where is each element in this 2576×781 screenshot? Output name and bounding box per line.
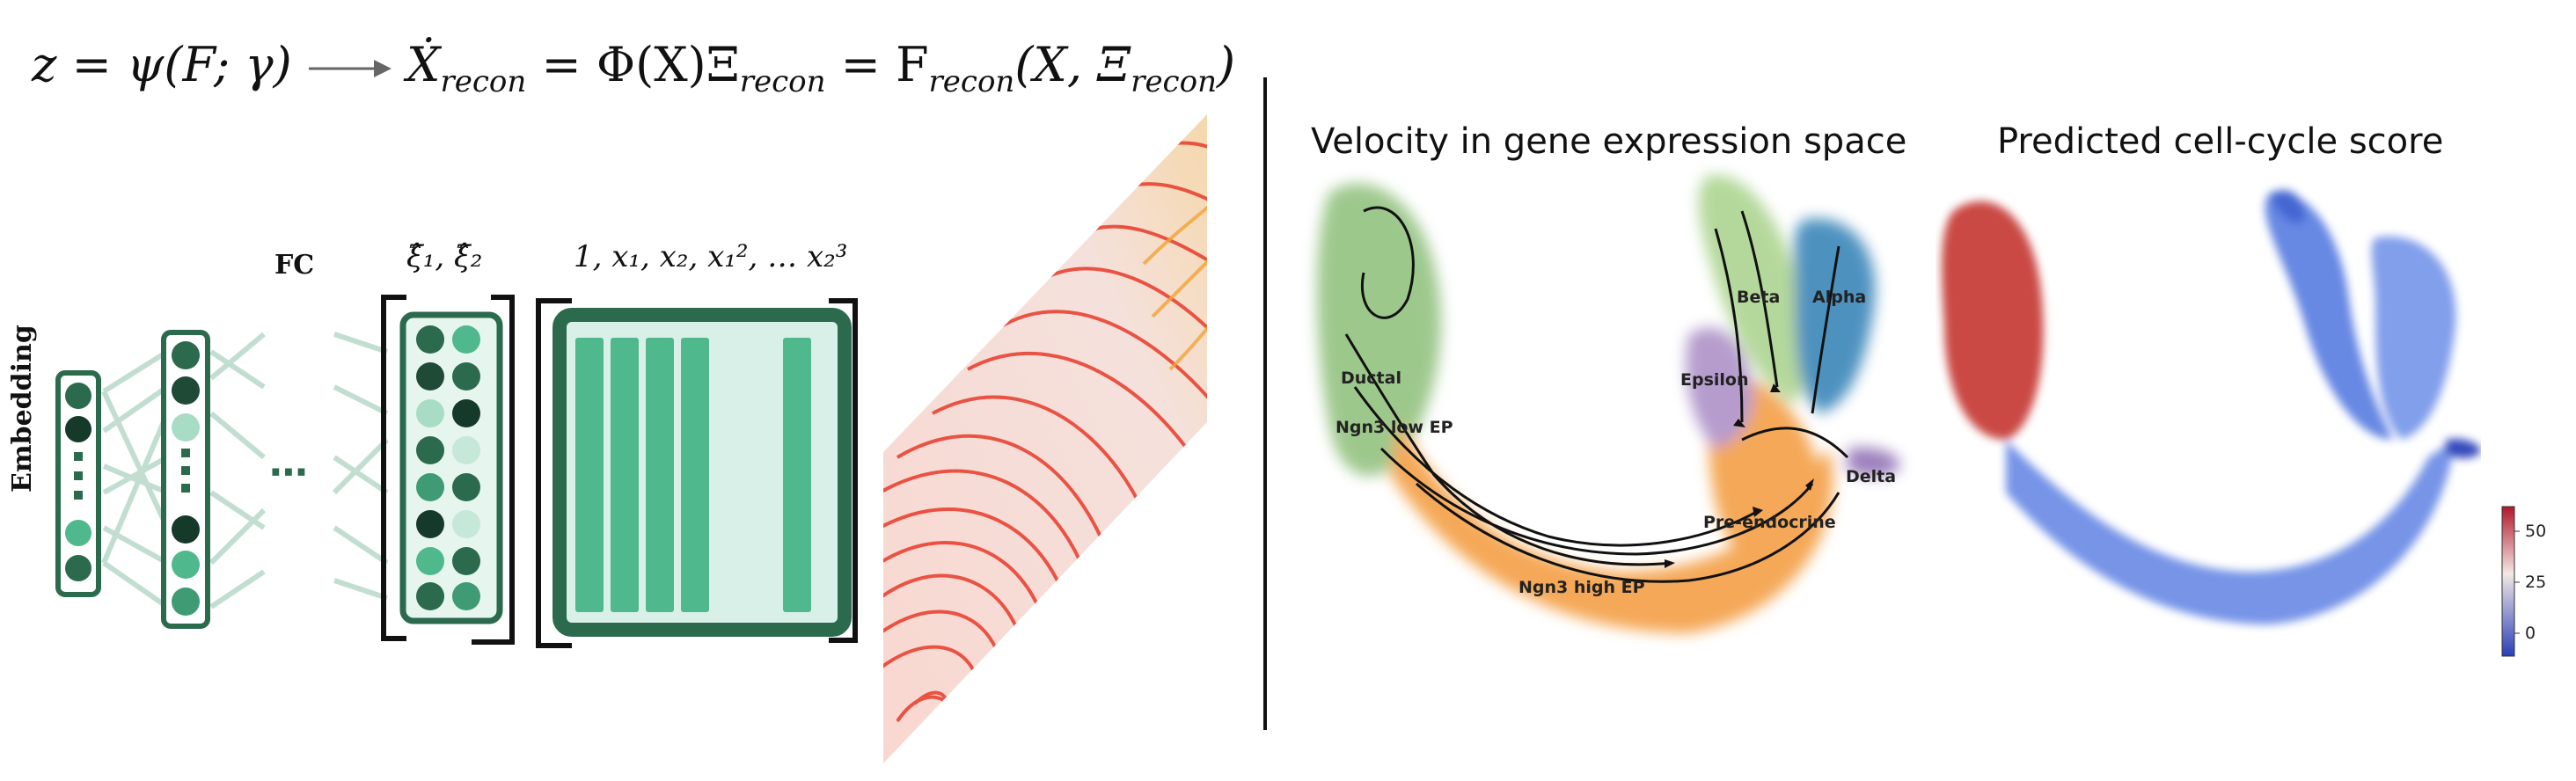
vector-field-panel: [883, 114, 1207, 763]
colorbar-tick-50: 50: [2525, 522, 2546, 541]
equation-end-sub: recon: [928, 63, 1015, 99]
cluster-delta: [1848, 447, 1900, 477]
xi-brackets: [381, 295, 515, 645]
cluster-alpha: [1794, 218, 1876, 413]
ellipsis-dots: ⋯: [269, 450, 308, 495]
network-connections: [101, 332, 390, 609]
label-ductal: Ductal: [1341, 369, 1401, 388]
cellcycle-embedding-plot: [1942, 190, 2481, 624]
label-epsilon: Epsilon: [1680, 370, 1749, 390]
arrow-icon: [308, 60, 392, 77]
fc-output-layer: [399, 311, 503, 624]
cellcycle-plot-title: Predicted cell-cycle score: [1997, 121, 2444, 162]
fc-label: FC: [274, 250, 315, 281]
colorbar-tick-0: 0: [2525, 624, 2536, 643]
library-brackets: [536, 298, 858, 648]
equation-rhs: Ẋ: [406, 37, 441, 92]
equation-end-args: (X, Ξ: [1014, 37, 1131, 92]
equation-middle: = Φ(X)Ξ: [526, 37, 740, 92]
cellcycle-cells: [1942, 190, 2481, 624]
equation-rhs-sub: recon: [440, 63, 527, 99]
cluster-beta: [1698, 174, 1808, 405]
velocity-arrows: [1665, 383, 1814, 568]
colorbar: 50 25 0: [2501, 506, 2546, 657]
library-columns: [575, 338, 811, 612]
velocity-streamlines: [1344, 206, 1849, 583]
label-beta: Beta: [1737, 288, 1780, 307]
equation-lhs: z = ψ(F; γ): [32, 37, 292, 92]
equation: z = ψ(F; γ) Ẋrecon = Φ(X)Ξrecon = Frecon…: [32, 30, 1235, 100]
label-delta: Delta: [1846, 467, 1896, 486]
fc-output-nodes: [416, 325, 480, 610]
equation-middle-sub: recon: [739, 63, 826, 99]
equation-end-close: ): [1216, 37, 1236, 92]
equation-end-args-sub: recon: [1131, 63, 1217, 99]
equation-end: = F: [825, 37, 929, 92]
label-ngn3-high: Ngn3 high EP: [1519, 578, 1645, 597]
label-ngn3-low: Ngn3 low EP: [1336, 418, 1453, 437]
label-pre-endocrine: Pre-endocrine: [1703, 513, 1836, 532]
velocity-embedding-plot: Ductal Ngn3 low EP Beta Alpha Epsilon De…: [1316, 174, 1900, 633]
label-alpha: Alpha: [1812, 288, 1866, 307]
network-diagram: ⋯: [55, 77, 1267, 763]
cluster-epsilon: [1686, 327, 1753, 449]
cluster-ductal: [1316, 183, 1442, 477]
hidden-nodes: [172, 341, 200, 616]
cluster-ngn3-high: [1390, 422, 1833, 633]
library-label: 1, x₁, x₂, x₁², … x₂³: [574, 239, 848, 274]
hidden-layer: [161, 330, 210, 629]
embedding-nodes: [65, 383, 91, 581]
velocity-plot-title: Velocity in gene expression space: [1311, 121, 1907, 162]
coefficients-label: ξ̂₁, ξ̂₂: [406, 239, 483, 274]
colorbar-tick-25: 25: [2525, 573, 2546, 592]
